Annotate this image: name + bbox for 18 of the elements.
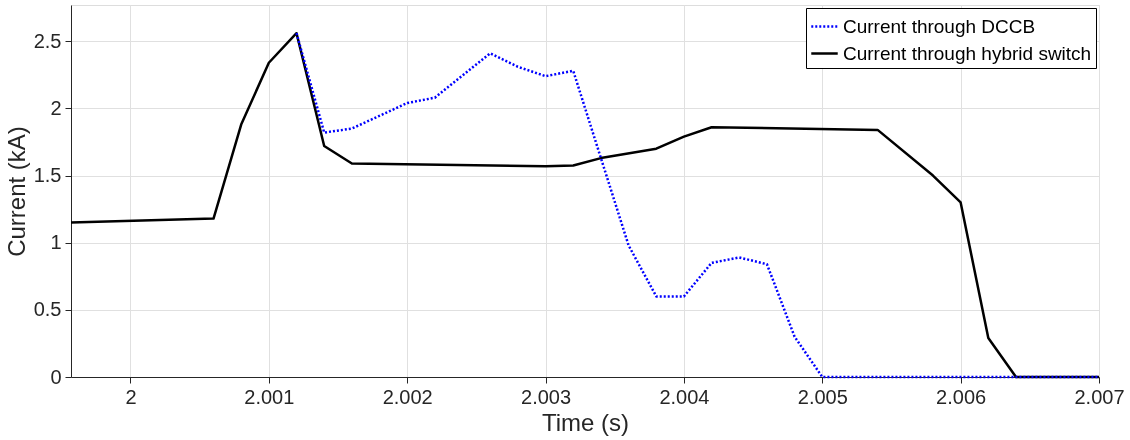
x-tick-label: 2.004 xyxy=(659,385,710,408)
x-tick-label: 2.001 xyxy=(244,385,295,408)
x-tick-label: 2.006 xyxy=(936,385,987,408)
y-axis-title: Current (kA) xyxy=(2,126,30,257)
legend-label: Current through hybrid switch xyxy=(843,42,1092,64)
legend-label: Current through DCCB xyxy=(843,15,1036,37)
x-tick-label: 2.002 xyxy=(382,385,433,408)
x-tick-label: 2.003 xyxy=(521,385,572,408)
y-tick-label: 0 xyxy=(50,365,62,388)
x-axis-title: Time (s) xyxy=(541,408,630,436)
y-tick-label: 2.5 xyxy=(33,29,62,52)
y-tick-label: 2 xyxy=(50,96,62,119)
y-tick-label: 1.5 xyxy=(33,164,62,187)
y-tick-label: 1 xyxy=(50,231,62,254)
x-tick-label: 2.007 xyxy=(1074,385,1125,408)
x-tick-label: 2.005 xyxy=(797,385,848,408)
x-tick-label: 2 xyxy=(125,385,137,408)
y-tick-label: 0.5 xyxy=(33,298,62,321)
